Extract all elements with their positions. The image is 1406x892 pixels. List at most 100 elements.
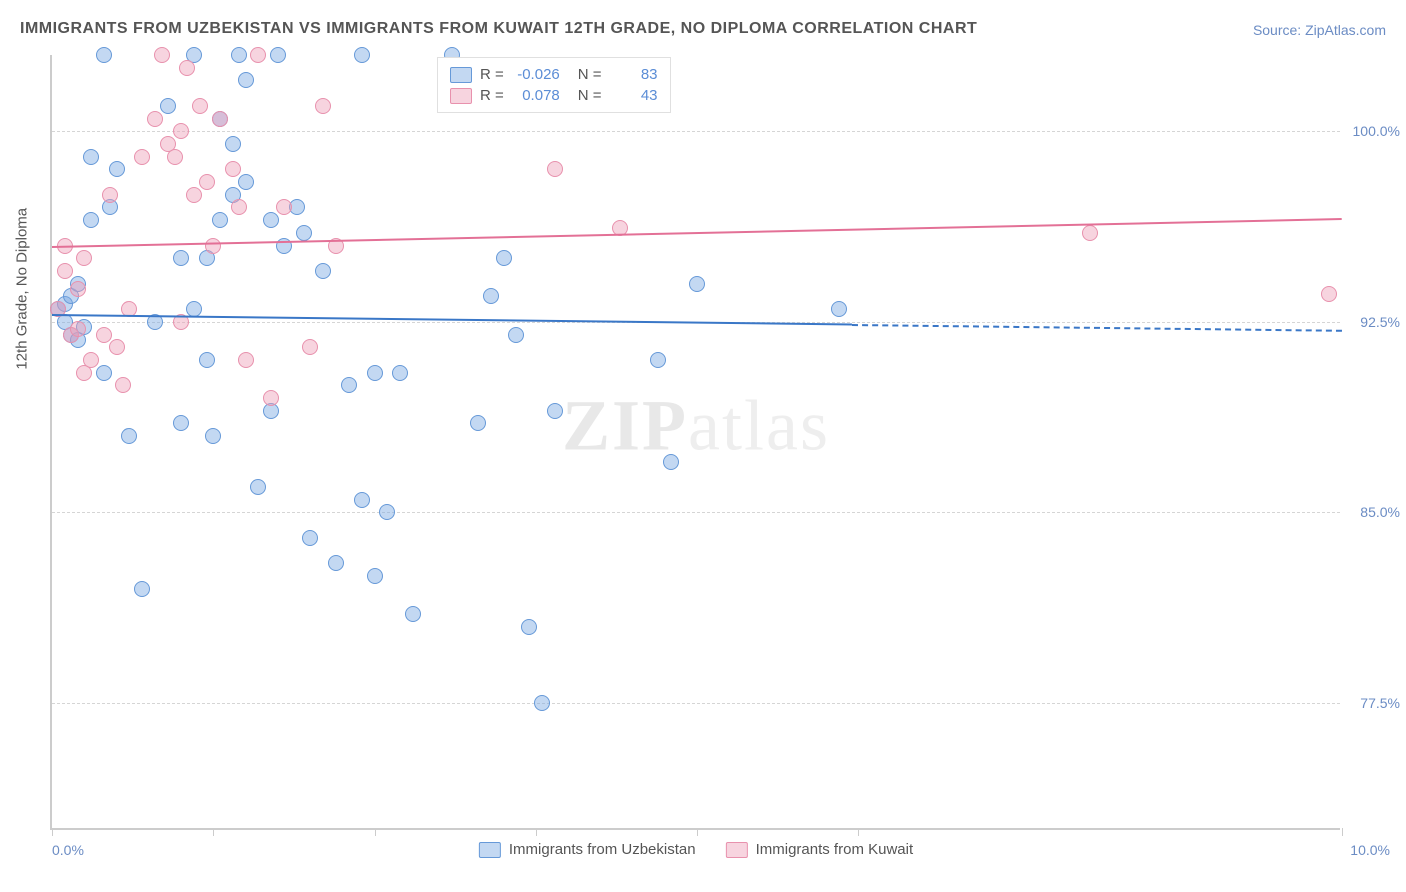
- scatter-point: [76, 250, 92, 266]
- y-tick-label: 85.0%: [1360, 504, 1400, 520]
- scatter-point: [341, 377, 357, 393]
- scatter-point: [102, 187, 118, 203]
- scatter-point: [205, 238, 221, 254]
- scatter-point: [225, 161, 241, 177]
- scatter-point: [212, 212, 228, 228]
- scatter-point: [508, 327, 524, 343]
- scatter-point: [231, 199, 247, 215]
- scatter-point: [270, 47, 286, 63]
- y-tick-label: 100.0%: [1353, 123, 1400, 139]
- legend-row: R = -0.026 N = 83: [450, 64, 658, 85]
- scatter-point: [302, 339, 318, 355]
- x-tick: [697, 828, 698, 836]
- scatter-point: [521, 619, 537, 635]
- scatter-point: [212, 111, 228, 127]
- scatter-point: [547, 403, 563, 419]
- trend-line: [52, 218, 1342, 248]
- scatter-point: [483, 288, 499, 304]
- scatter-point: [296, 225, 312, 241]
- trend-line-dashed: [852, 324, 1342, 332]
- x-tick: [536, 828, 537, 836]
- scatter-point: [192, 98, 208, 114]
- scatter-point: [115, 377, 131, 393]
- trend-line: [52, 314, 852, 325]
- scatter-point: [831, 301, 847, 317]
- series-legend-item: Immigrants from Uzbekistan: [479, 841, 696, 858]
- scatter-point: [496, 250, 512, 266]
- scatter-point: [238, 72, 254, 88]
- scatter-point: [328, 555, 344, 571]
- series-name: Immigrants from Uzbekistan: [509, 841, 696, 858]
- scatter-point: [199, 352, 215, 368]
- scatter-point: [405, 606, 421, 622]
- scatter-point: [367, 365, 383, 381]
- y-tick-label: 77.5%: [1360, 695, 1400, 711]
- source-attribution: Source: ZipAtlas.com: [1253, 22, 1386, 38]
- watermark: ZIPatlas: [562, 385, 830, 468]
- scatter-point: [650, 352, 666, 368]
- scatter-point: [134, 581, 150, 597]
- scatter-point: [147, 111, 163, 127]
- x-tick: [375, 828, 376, 836]
- scatter-point: [663, 454, 679, 470]
- scatter-point: [186, 187, 202, 203]
- scatter-point: [225, 136, 241, 152]
- scatter-point: [96, 47, 112, 63]
- scatter-point: [109, 339, 125, 355]
- legend-swatch: [479, 842, 501, 858]
- correlation-legend: R = -0.026 N = 83 R = 0.078 N = 43: [437, 57, 671, 113]
- scatter-point: [367, 568, 383, 584]
- scatter-point: [302, 530, 318, 546]
- scatter-point: [134, 149, 150, 165]
- scatter-point: [70, 281, 86, 297]
- scatter-point: [534, 695, 550, 711]
- legend-n: N = 43: [578, 87, 658, 104]
- legend-row: R = 0.078 N = 43: [450, 85, 658, 106]
- scatter-point: [263, 390, 279, 406]
- scatter-point: [392, 365, 408, 381]
- chart-title: IMMIGRANTS FROM UZBEKISTAN VS IMMIGRANTS…: [20, 20, 977, 38]
- x-tick: [1342, 828, 1343, 836]
- scatter-point: [70, 321, 86, 337]
- x-tick: [52, 828, 53, 836]
- plot-area: 12th Grade, No Diploma ZIPatlas 77.5%85.…: [50, 55, 1340, 830]
- scatter-point: [276, 199, 292, 215]
- legend-r: R = 0.078: [480, 87, 560, 104]
- scatter-point: [160, 98, 176, 114]
- legend-swatch: [450, 88, 472, 104]
- scatter-point: [379, 504, 395, 520]
- scatter-point: [263, 212, 279, 228]
- scatter-point: [154, 47, 170, 63]
- scatter-point: [470, 415, 486, 431]
- scatter-point: [83, 149, 99, 165]
- scatter-point: [96, 365, 112, 381]
- scatter-point: [205, 428, 221, 444]
- scatter-point: [689, 276, 705, 292]
- scatter-point: [1321, 286, 1337, 302]
- scatter-point: [250, 47, 266, 63]
- scatter-point: [354, 47, 370, 63]
- scatter-point: [250, 479, 266, 495]
- y-tick-label: 92.5%: [1360, 314, 1400, 330]
- series-legend-item: Immigrants from Kuwait: [726, 841, 914, 858]
- gridline: [52, 131, 1340, 132]
- scatter-point: [315, 263, 331, 279]
- legend-r: R = -0.026: [480, 66, 560, 83]
- legend-swatch: [726, 842, 748, 858]
- scatter-point: [96, 327, 112, 343]
- y-axis-title: 12th Grade, No Diploma: [14, 207, 31, 369]
- legend-swatch: [450, 67, 472, 83]
- scatter-point: [179, 60, 195, 76]
- scatter-point: [173, 250, 189, 266]
- x-axis-max-label: 10.0%: [1350, 842, 1390, 858]
- scatter-point: [1082, 225, 1098, 241]
- x-tick: [213, 828, 214, 836]
- scatter-point: [173, 123, 189, 139]
- scatter-point: [109, 161, 125, 177]
- scatter-point: [167, 149, 183, 165]
- series-name: Immigrants from Kuwait: [756, 841, 914, 858]
- x-tick: [858, 828, 859, 836]
- legend-n: N = 83: [578, 66, 658, 83]
- scatter-point: [238, 174, 254, 190]
- gridline: [52, 703, 1340, 704]
